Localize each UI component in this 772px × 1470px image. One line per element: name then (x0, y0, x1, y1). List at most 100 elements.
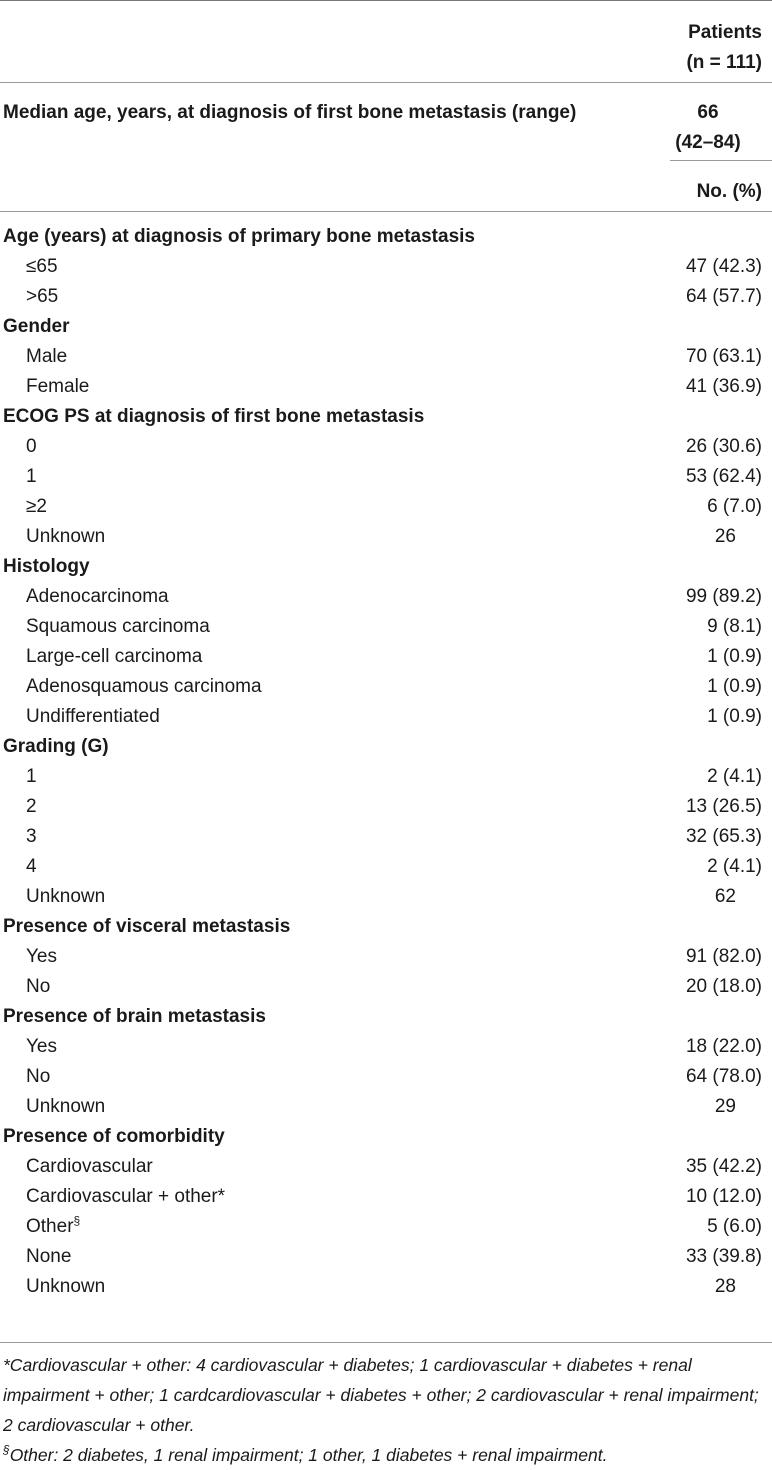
top-rule (0, 0, 772, 1)
row-label: 1 (26, 462, 37, 492)
section-label: Grading (G) (3, 732, 109, 762)
row-value: 91 (82.0) (685, 946, 762, 967)
footnote-section: §Other: 2 diabetes, 1 renal impairment; … (3, 1440, 769, 1470)
row-value: 47 (42.3) (685, 256, 762, 277)
row-label: Cardiovascular + other* (26, 1182, 225, 1212)
section-header-row: Presence of comorbidity (0, 1122, 772, 1152)
row-label-text: Unknown (26, 1276, 106, 1297)
section-header-row: Gender (0, 312, 772, 342)
bottom-rule (0, 1342, 772, 1343)
row-label-text: Histology (3, 556, 90, 577)
row-label-text: 3 (26, 826, 37, 847)
row-label: Unknown (26, 1092, 105, 1122)
row-value: 26 (30.6) (685, 436, 762, 457)
row-label-text: 2 (26, 796, 37, 817)
row-label: ≤65 (26, 252, 58, 282)
table-row: 3 32 (65.3) (0, 822, 772, 852)
row-label: Adenosquamous carcinoma (26, 672, 262, 702)
row-label: 3 (26, 822, 37, 852)
patients-header-line2: (n = 111) (686, 52, 762, 73)
table-row: Unknown 29 (0, 1092, 772, 1122)
table-row: 2 13 (26.5) (0, 792, 772, 822)
table-row: 1 53 (62.4) (0, 462, 772, 492)
row-value: 41 (36.9) (685, 376, 762, 397)
row-value: 20 (18.0) (685, 976, 762, 997)
footnote-star: *Cardiovascular + other: 4 cardiovascula… (3, 1355, 759, 1435)
row-value: 18 (22.0) (685, 1036, 762, 1057)
row-value: 62 (714, 886, 736, 907)
table-row: Squamous carcinoma 9 (8.1) (0, 612, 772, 642)
section-header-row: ECOG PS at diagnosis of first bone metas… (0, 402, 772, 432)
median-age-value: 66 (42–84) (658, 98, 758, 158)
row-value: 28 (714, 1276, 736, 1297)
body-top-rule (0, 211, 772, 212)
row-label-text: None (26, 1246, 72, 1267)
row-label-text: Gender (3, 316, 70, 337)
row-label-text: ≥2 (26, 496, 47, 517)
section-header-row: Presence of brain metastasis (0, 1002, 772, 1032)
row-label: Large-cell carcinoma (26, 642, 202, 672)
median-age-label: Median age, years, at diagnosis of first… (3, 102, 577, 123)
footnote-section-text: Other: 2 diabetes, 1 renal impairment; 1… (9, 1445, 608, 1465)
table-row: ≤65 47 (42.3) (0, 252, 772, 282)
row-label-text: No (26, 976, 51, 997)
table-row: Male 70 (63.1) (0, 342, 772, 372)
row-value: 53 (62.4) (685, 466, 762, 487)
row-label-text: Large-cell carcinoma (26, 646, 203, 667)
table-row: None 33 (39.8) (0, 1242, 772, 1272)
row-label-superscript: § (73, 1213, 81, 1228)
table-row: Yes 91 (82.0) (0, 942, 772, 972)
row-label: Other§ (26, 1212, 80, 1242)
row-value: 99 (89.2) (685, 586, 762, 607)
table-row: Cardiovascular + other* 10 (12.0) (0, 1182, 772, 1212)
table-row: ≥2 6 (7.0) (0, 492, 772, 522)
row-label-text: Yes (26, 946, 57, 967)
patients-column-header: Patients (n = 111) (686, 18, 762, 78)
row-label-text: 1 (26, 766, 37, 787)
row-value: 1 (0.9) (707, 676, 762, 697)
row-label-text: Presence of comorbidity (3, 1126, 225, 1147)
row-value: 26 (714, 526, 736, 547)
row-label: Squamous carcinoma (26, 612, 210, 642)
row-label-text: ECOG PS at diagnosis of first bone metas… (3, 406, 425, 427)
row-label-text: Yes (26, 1036, 57, 1057)
table-row: Unknown 26 (0, 522, 772, 552)
row-label-text: Presence of visceral metastasis (3, 916, 291, 937)
row-label-text: No (26, 1066, 51, 1087)
table-row: Adenocarcinoma 99 (89.2) (0, 582, 772, 612)
row-label: >65 (26, 282, 58, 312)
row-value: 29 (714, 1096, 736, 1117)
row-label-text: Adenosquamous carcinoma (26, 676, 262, 697)
section-label: Gender (3, 312, 70, 342)
row-label: 0 (26, 432, 37, 462)
row-label-text: Adenocarcinoma (26, 586, 169, 607)
row-label-text: Squamous carcinoma (26, 616, 210, 637)
row-label-text: Unknown (26, 1096, 106, 1117)
table-row: No 20 (18.0) (0, 972, 772, 1002)
table-body: Age (years) at diagnosis of primary bone… (0, 222, 772, 1302)
row-label: None (26, 1242, 71, 1272)
header-rule (0, 82, 772, 83)
row-value: 9 (8.1) (707, 616, 762, 637)
table-row: Cardiovascular 35 (42.2) (0, 1152, 772, 1182)
row-label: Unknown (26, 522, 105, 552)
row-value: 2 (4.1) (707, 856, 762, 877)
section-header-row: Histology (0, 552, 772, 582)
section-header-row: Age (years) at diagnosis of primary bone… (0, 222, 772, 252)
no-pct-header: No. (%) (696, 181, 762, 202)
row-label-text: Age (years) at diagnosis of primary bone… (3, 226, 475, 247)
row-label-text: Undifferentiated (26, 706, 160, 727)
row-label-text: Other (26, 1216, 74, 1237)
row-label: Yes (26, 1032, 57, 1062)
section-label: Histology (3, 552, 90, 582)
column-subrule (670, 160, 772, 161)
table-row: Large-cell carcinoma 1 (0.9) (0, 642, 772, 672)
row-label: No (26, 972, 50, 1002)
row-value: 70 (63.1) (685, 346, 762, 367)
row-label-text: Male (26, 346, 68, 367)
row-label-text: 1 (26, 466, 37, 487)
table-row: Yes 18 (22.0) (0, 1032, 772, 1062)
row-label-text: ≤65 (26, 256, 58, 277)
section-label: Presence of visceral metastasis (3, 912, 290, 942)
